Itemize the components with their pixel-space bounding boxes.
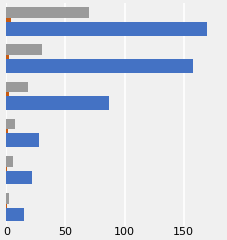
Bar — [6, 7, 89, 18]
Bar — [6, 133, 39, 147]
Bar — [6, 129, 8, 133]
Bar — [6, 96, 109, 110]
Bar — [6, 55, 9, 59]
Bar — [6, 208, 24, 222]
Bar — [6, 18, 11, 22]
Bar — [6, 119, 15, 129]
Bar — [6, 92, 9, 96]
Bar — [6, 204, 7, 208]
Bar — [6, 82, 27, 92]
Bar — [6, 156, 13, 167]
Bar — [6, 193, 9, 204]
Bar — [6, 22, 207, 36]
Bar — [6, 171, 32, 184]
Bar — [6, 167, 7, 171]
Bar — [6, 44, 42, 55]
Bar — [6, 59, 192, 73]
